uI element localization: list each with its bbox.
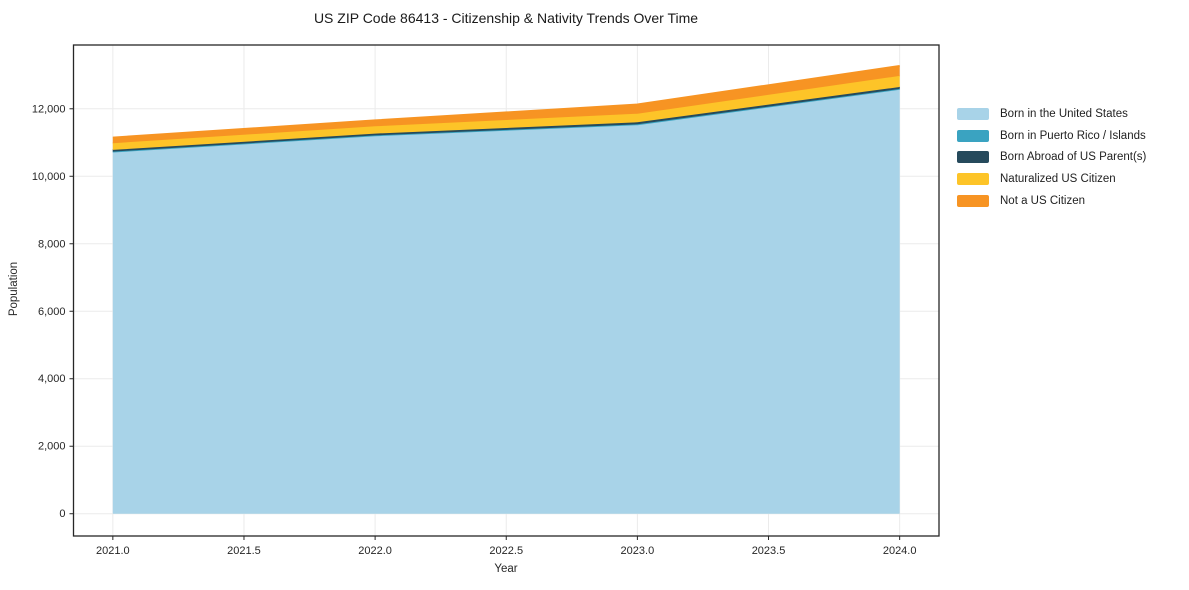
legend-item-born-us: Born in the United States bbox=[957, 103, 1146, 125]
legend-swatch-born-pr bbox=[957, 129, 989, 142]
area-topline-4 bbox=[112, 65, 900, 139]
y-tick-label: 8,000 bbox=[38, 238, 66, 250]
y-tick-label: 10,000 bbox=[32, 171, 66, 183]
legend-item-not-citizen: Not a US Citizen bbox=[957, 190, 1146, 212]
x-axis-label: Year bbox=[494, 563, 518, 575]
x-tick-label: 2023.0 bbox=[621, 545, 655, 557]
legend-swatch-born-us bbox=[957, 107, 989, 120]
axis-ticks bbox=[69, 108, 901, 540]
x-tick-label: 2023.5 bbox=[752, 545, 786, 557]
legend-item-born-abroad: Born Abroad of US Parent(s) bbox=[957, 146, 1146, 168]
legend-label: Born Abroad of US Parent(s) bbox=[1000, 151, 1147, 164]
y-axis-label: Population bbox=[8, 261, 20, 317]
legend-item-naturalized: Naturalized US Citizen bbox=[957, 168, 1146, 190]
legend-swatch-born-abroad bbox=[957, 151, 989, 164]
legend-label: Born in the United States bbox=[1000, 107, 1128, 120]
x-tick-label: 2022.5 bbox=[489, 545, 523, 557]
tick-labels: 2021.0 2021.5 2022.0 2022.5 2023.0 2023.5 2024… bbox=[32, 103, 917, 557]
legend-swatch-not-citizen bbox=[957, 194, 989, 207]
legend-swatch-naturalized bbox=[957, 172, 989, 185]
y-tick-label: 0 bbox=[59, 508, 65, 520]
y-tick-label: 12,000 bbox=[32, 103, 66, 115]
area-series-4 bbox=[112, 65, 900, 144]
legend: Born in the United States Born in Puerto… bbox=[957, 103, 1146, 211]
x-tick-label: 2021.5 bbox=[227, 545, 261, 557]
y-tick-label: 2,000 bbox=[38, 441, 66, 453]
stacked-areas bbox=[112, 65, 900, 514]
legend-label: Not a US Citizen bbox=[1000, 194, 1086, 207]
y-tick-label: 6,000 bbox=[38, 306, 66, 318]
legend-item-born-pr: Born in Puerto Rico / Islands bbox=[957, 125, 1146, 147]
y-tick-label: 4,000 bbox=[38, 373, 66, 385]
chart-title: US ZIP Code 86413 - Citizenship & Nativi… bbox=[313, 10, 699, 26]
x-tick-label: 2024.0 bbox=[883, 545, 917, 557]
legend-label: Naturalized US Citizen bbox=[1000, 172, 1116, 185]
x-tick-label: 2021.0 bbox=[96, 545, 130, 557]
x-tick-label: 2022.0 bbox=[358, 545, 392, 557]
legend-label: Born in Puerto Rico / Islands bbox=[1000, 129, 1146, 142]
area-series-0 bbox=[112, 89, 900, 514]
